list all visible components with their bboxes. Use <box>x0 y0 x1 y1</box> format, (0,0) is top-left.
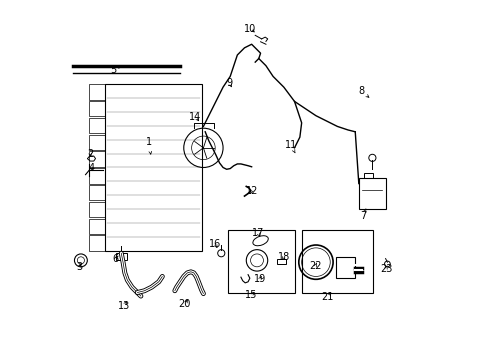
Bar <box>301 230 372 293</box>
Text: 10: 10 <box>244 23 256 33</box>
Bar <box>89 135 105 150</box>
Text: 22: 22 <box>308 261 321 271</box>
Text: 12: 12 <box>245 186 257 196</box>
Text: 13: 13 <box>118 301 130 311</box>
Bar <box>228 230 294 293</box>
Text: 17: 17 <box>251 228 264 238</box>
Text: 8: 8 <box>358 86 368 97</box>
Bar <box>335 257 354 278</box>
Text: 15: 15 <box>244 290 257 300</box>
Bar <box>116 253 126 260</box>
Text: 23: 23 <box>379 264 391 274</box>
Bar <box>89 84 105 100</box>
Bar <box>364 173 372 178</box>
Text: 6: 6 <box>113 253 119 264</box>
Text: 19: 19 <box>253 274 265 284</box>
Bar <box>105 84 201 251</box>
Bar <box>358 178 385 208</box>
Text: 18: 18 <box>277 252 289 262</box>
Bar <box>89 185 105 201</box>
Bar <box>89 152 105 167</box>
Text: 4: 4 <box>88 163 95 173</box>
Bar <box>89 219 105 234</box>
Text: 16: 16 <box>209 239 221 249</box>
Bar <box>89 235 105 251</box>
Bar <box>89 118 105 133</box>
Text: 2: 2 <box>87 149 93 158</box>
Bar <box>89 202 105 217</box>
Text: 21: 21 <box>321 292 333 302</box>
Text: 7: 7 <box>359 209 366 221</box>
Text: 9: 9 <box>226 78 232 88</box>
Text: 20: 20 <box>178 299 191 309</box>
Bar <box>89 101 105 116</box>
Text: 11: 11 <box>284 140 296 153</box>
Text: 1: 1 <box>145 138 151 154</box>
Bar <box>276 258 285 264</box>
Text: 14: 14 <box>189 112 201 122</box>
Text: 5: 5 <box>110 65 121 75</box>
Text: 3: 3 <box>76 262 82 272</box>
Bar <box>89 168 105 184</box>
